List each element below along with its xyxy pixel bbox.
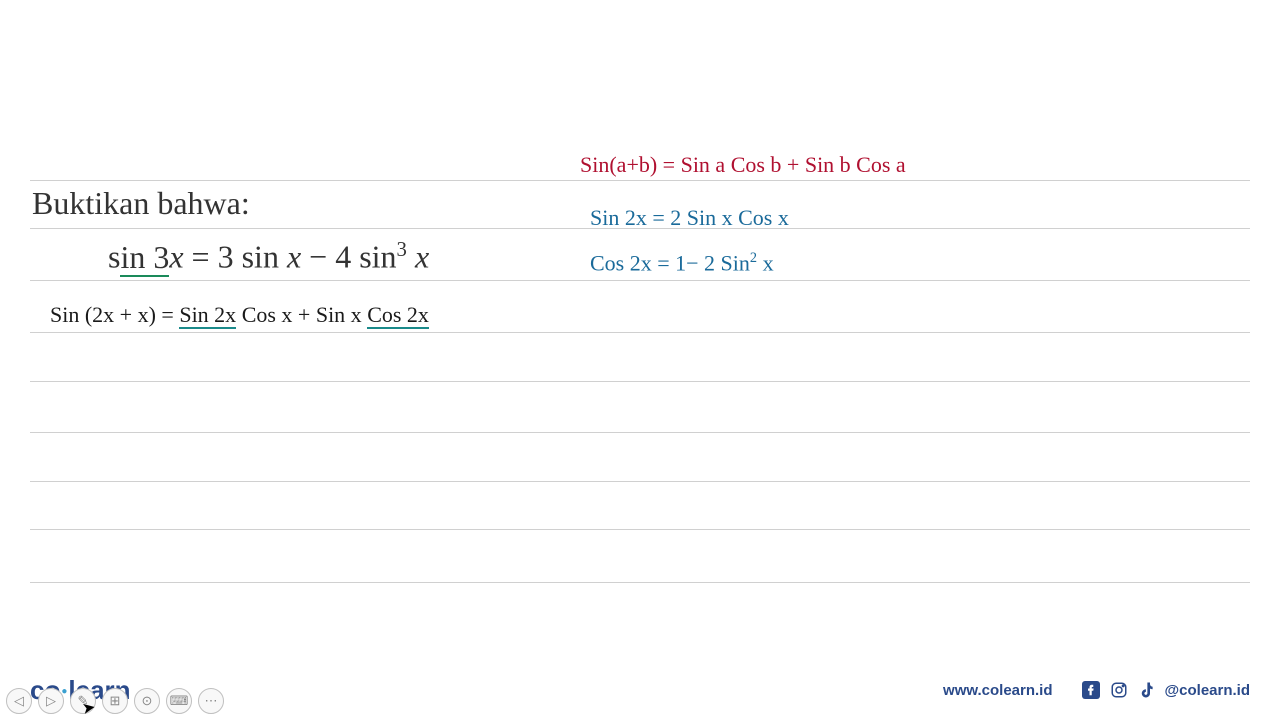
ruled-line [30, 529, 1250, 530]
work-underlined-term: Cos 2x [367, 302, 429, 329]
work-underlined-term: Sin 2x [179, 302, 236, 329]
toolbar: ◁ ▷ ✎ ⊞ ⊙ ⌨ ⋯ [6, 688, 224, 714]
keyboard-button[interactable]: ⌨ [166, 688, 192, 714]
tiktok-icon [1137, 680, 1157, 700]
formula-cos2x: Cos 2x = 1− 2 Sin2 x [590, 250, 774, 276]
formula-sin2x: Sin 2x = 2 Sin x Cos x [590, 205, 789, 231]
ruled-line [30, 582, 1250, 583]
ruled-line [30, 332, 1250, 333]
ruled-line [30, 432, 1250, 433]
footer-right: www.colearn.id @colearn.id [943, 680, 1250, 700]
ruled-line [30, 381, 1250, 382]
work-text: Cos x + Sin x [236, 302, 367, 327]
eq-text: = 3 sin [184, 239, 287, 275]
eq-text: s [108, 239, 120, 275]
zoom-button[interactable]: ⊙ [134, 688, 160, 714]
instagram-icon [1109, 680, 1129, 700]
social-handle: @colearn.id [1165, 682, 1250, 699]
eq-var: x [287, 239, 301, 275]
problem-equation: sin 3x = 3 sin x − 4 sin3 x [108, 238, 429, 276]
formula-sum-angle: Sin(a+b) = Sin a Cos b + Sin b Cos a [580, 152, 906, 178]
ruled-line [30, 280, 1250, 281]
problem-title: Buktikan bahwa: [32, 185, 250, 222]
ruled-line [30, 180, 1250, 181]
whiteboard-page: Buktikan bahwa: sin 3x = 3 sin x − 4 sin… [0, 0, 1280, 720]
formula-sup: 2 [750, 250, 757, 266]
formula-text: Cos 2x = 1− 2 Sin [590, 250, 750, 275]
ruled-line [30, 481, 1250, 482]
social-icons: @colearn.id [1081, 680, 1250, 700]
eq-text: − 4 sin [301, 239, 396, 275]
next-button[interactable]: ▷ [38, 688, 64, 714]
formula-text: x [757, 250, 774, 275]
eq-var: x [407, 239, 429, 275]
prev-button[interactable]: ◁ [6, 688, 32, 714]
work-lhs: Sin (2x + x) = [50, 302, 179, 327]
website-url: www.colearn.id [943, 682, 1052, 699]
eq-sup: 3 [397, 238, 407, 261]
eq-var: x [169, 239, 183, 275]
more-button[interactable]: ⋯ [198, 688, 224, 714]
work-line-1: Sin (2x + x) = Sin 2x Cos x + Sin x Cos … [50, 302, 429, 328]
eq-underlined: in 3 [120, 239, 169, 277]
facebook-icon [1081, 680, 1101, 700]
grid-button[interactable]: ⊞ [102, 688, 128, 714]
